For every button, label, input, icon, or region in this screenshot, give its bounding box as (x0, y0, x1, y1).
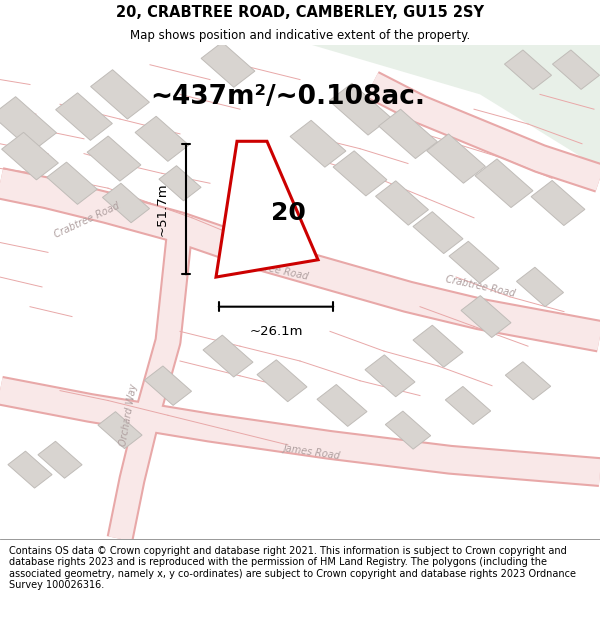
Text: Contains OS data © Crown copyright and database right 2021. This information is : Contains OS data © Crown copyright and d… (9, 546, 576, 591)
Polygon shape (38, 441, 82, 478)
Polygon shape (8, 451, 52, 488)
Polygon shape (505, 362, 551, 400)
Polygon shape (312, 45, 600, 168)
Polygon shape (135, 116, 189, 161)
Text: Crabtree Road: Crabtree Road (53, 201, 121, 240)
Polygon shape (201, 42, 255, 88)
Polygon shape (445, 386, 491, 424)
Polygon shape (449, 241, 499, 283)
Polygon shape (379, 109, 437, 159)
Polygon shape (333, 151, 387, 196)
Polygon shape (329, 83, 391, 135)
Polygon shape (290, 121, 346, 167)
Polygon shape (505, 50, 551, 89)
Text: James Road: James Road (283, 443, 341, 461)
Text: Map shows position and indicative extent of the property.: Map shows position and indicative extent… (130, 29, 470, 42)
Polygon shape (413, 212, 463, 254)
Polygon shape (159, 166, 201, 201)
Polygon shape (91, 70, 149, 119)
Polygon shape (203, 335, 253, 377)
Polygon shape (365, 355, 415, 397)
Polygon shape (517, 268, 563, 307)
Polygon shape (531, 181, 585, 226)
Polygon shape (427, 134, 485, 183)
Polygon shape (461, 296, 511, 338)
Polygon shape (413, 325, 463, 367)
Polygon shape (385, 411, 431, 449)
Polygon shape (317, 384, 367, 426)
Polygon shape (145, 366, 191, 406)
Polygon shape (103, 183, 149, 222)
Polygon shape (2, 132, 58, 180)
Text: Orchard Way: Orchard Way (119, 383, 139, 448)
Text: Crabtree Road: Crabtree Road (237, 258, 309, 282)
Polygon shape (216, 141, 318, 277)
Polygon shape (475, 159, 533, 208)
Text: Crabtree Road: Crabtree Road (444, 274, 516, 299)
Polygon shape (98, 412, 142, 449)
Text: 20, CRABTREE ROAD, CAMBERLEY, GU15 2SY: 20, CRABTREE ROAD, CAMBERLEY, GU15 2SY (116, 5, 484, 20)
Polygon shape (87, 136, 141, 181)
Polygon shape (56, 93, 112, 141)
Polygon shape (376, 181, 428, 225)
Text: 20: 20 (271, 201, 305, 225)
Polygon shape (553, 50, 599, 89)
Text: ~26.1m: ~26.1m (249, 325, 303, 338)
Text: ~51.7m: ~51.7m (155, 182, 169, 236)
Text: ~437m²/~0.108ac.: ~437m²/~0.108ac. (151, 84, 425, 110)
Polygon shape (257, 360, 307, 402)
Polygon shape (0, 97, 56, 151)
Polygon shape (47, 162, 97, 204)
